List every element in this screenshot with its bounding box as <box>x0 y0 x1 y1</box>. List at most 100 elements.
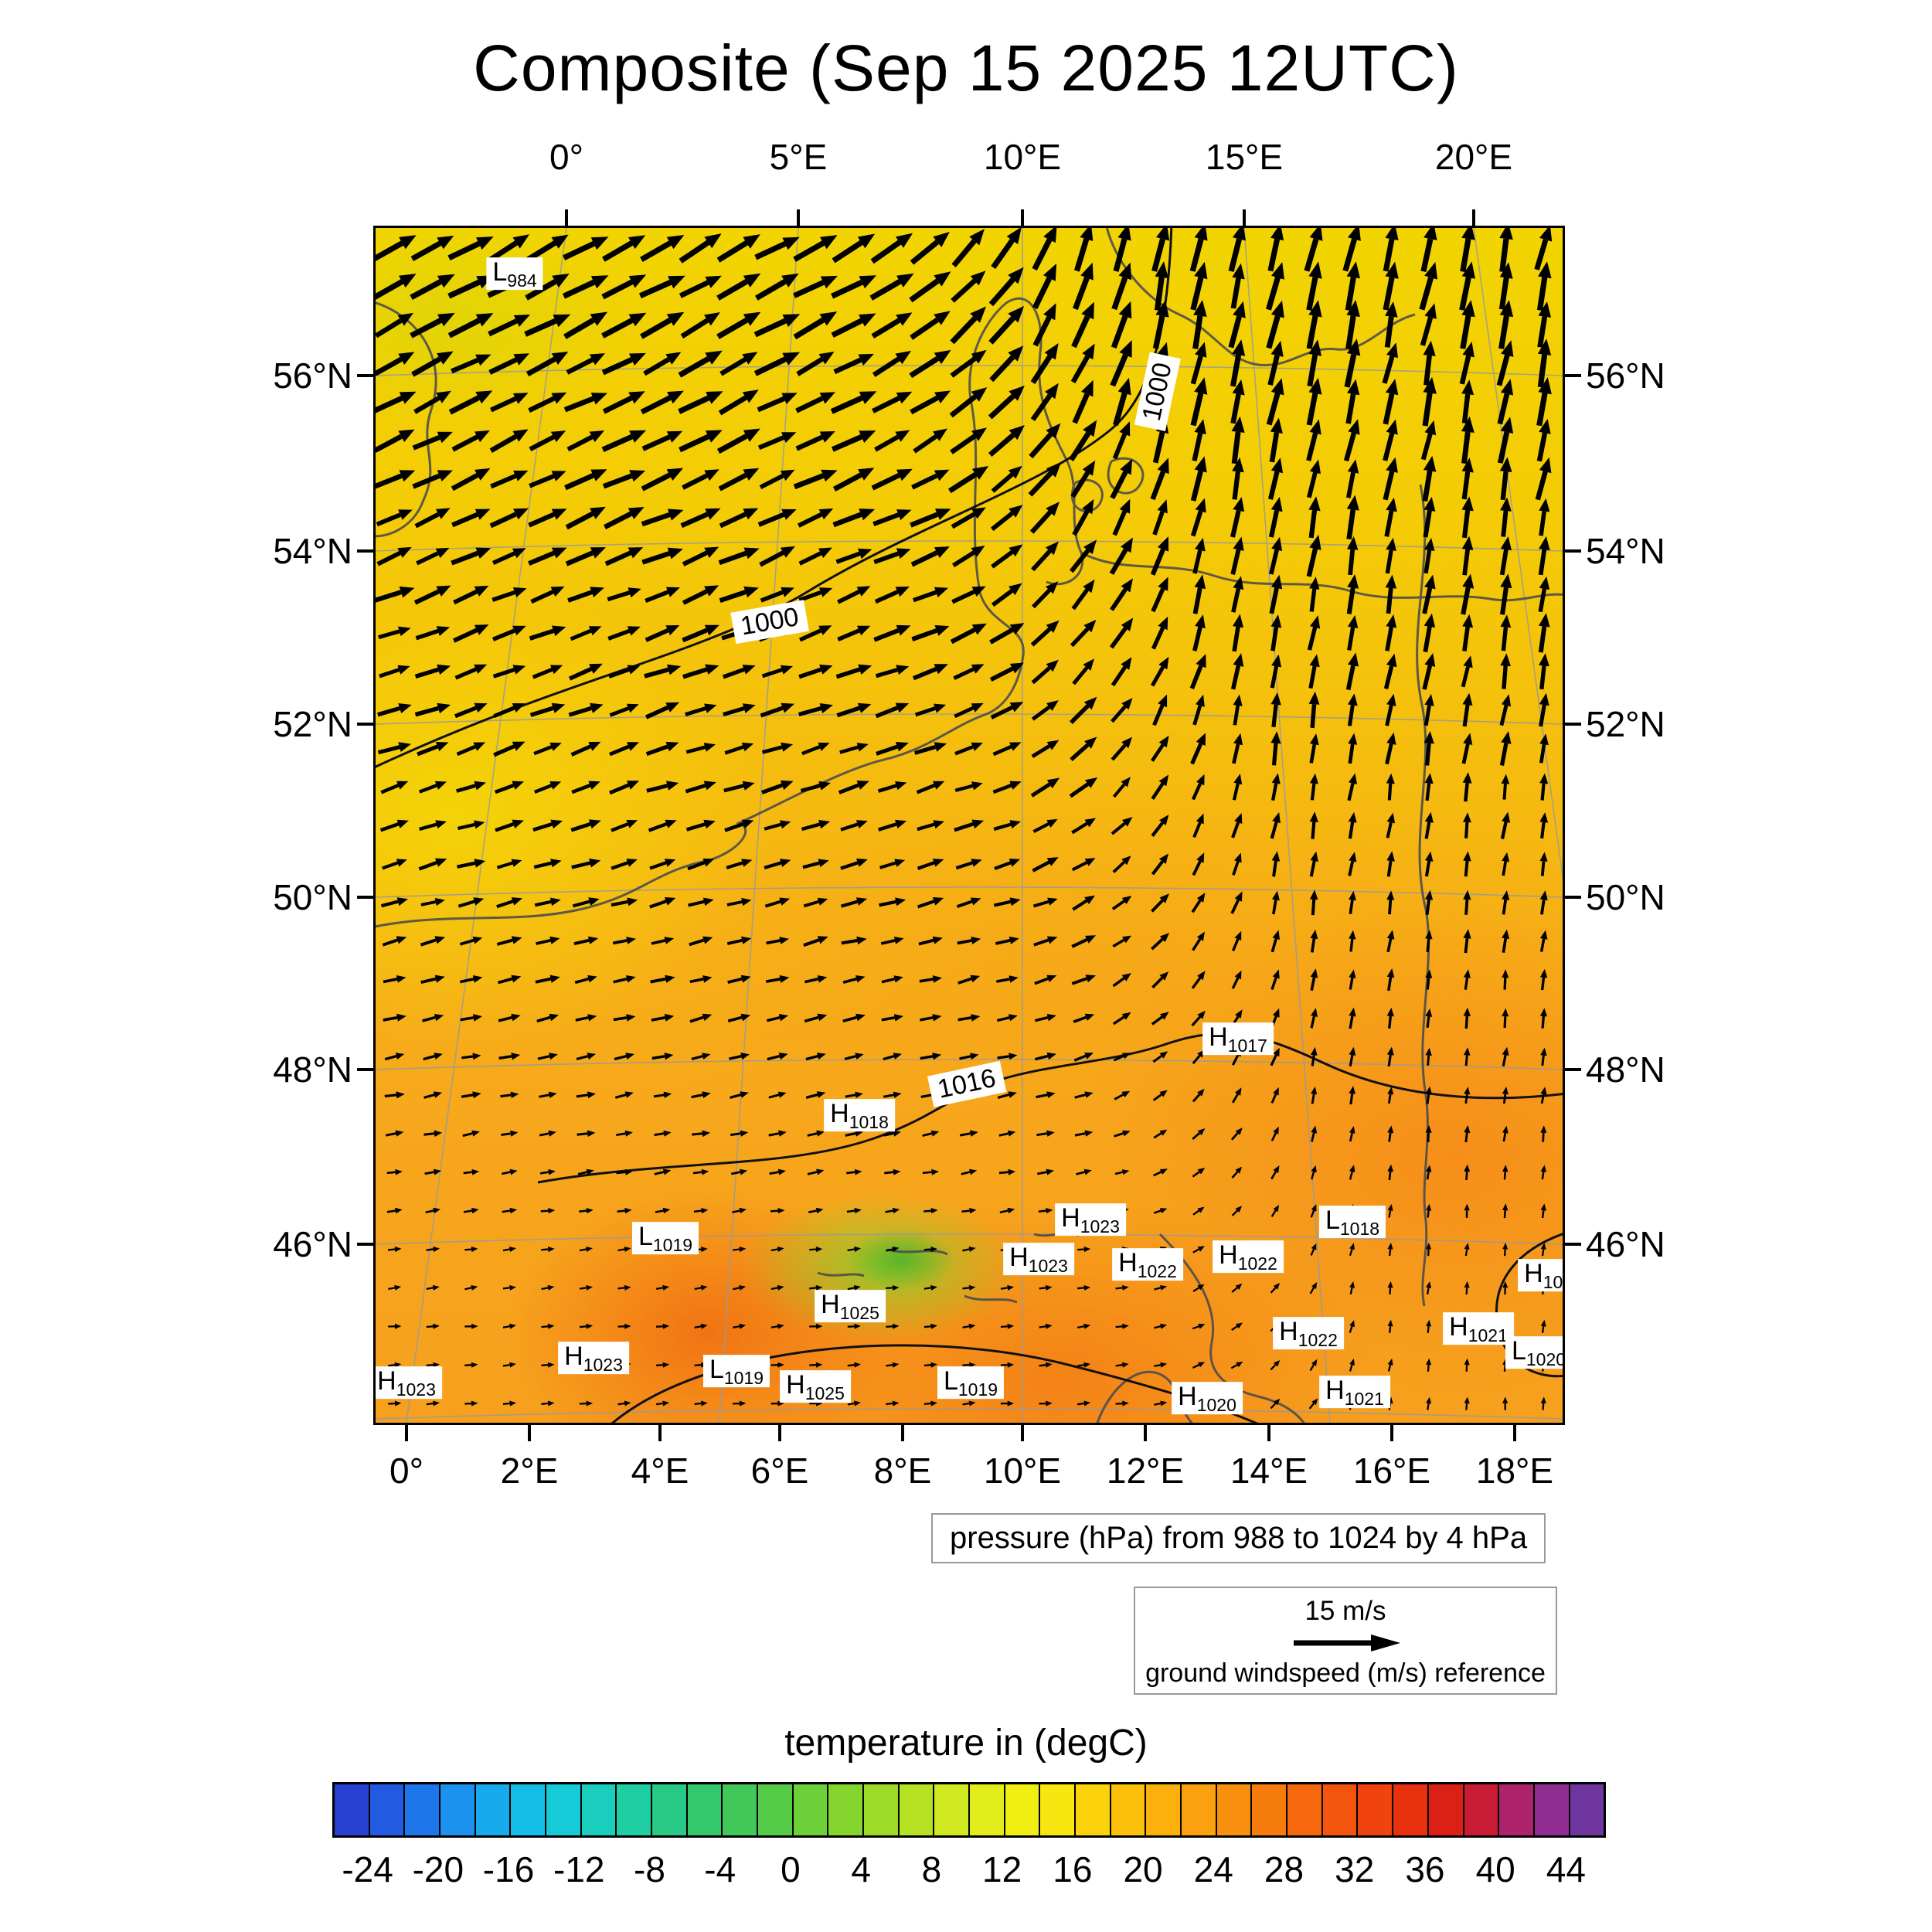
colorbar-segment <box>652 1784 688 1835</box>
map-plot-area: L984 H1017 H1018 H1023 H1023 H1022 H1022 L1018 L… <box>373 226 1565 1425</box>
colorbar-title: temperature in (degC) <box>784 1723 1148 1764</box>
pressure-center-label: H1023 <box>1003 1243 1074 1275</box>
axis-tick-top <box>1243 209 1246 228</box>
axis-tick-top <box>1472 209 1475 228</box>
pressure-label-layer: L984 H1017 H1018 H1023 H1023 H1022 H1022 L1018 L… <box>376 228 1563 1423</box>
colorbar-tick-label: 16 <box>1053 1849 1093 1889</box>
axis-tick-label-right: 46°N <box>1586 1224 1665 1264</box>
wind-reference-caption: ground windspeed (m/s) reference <box>1145 1658 1546 1688</box>
colorbar-segment <box>405 1784 441 1835</box>
colorbar-segment <box>1287 1784 1323 1835</box>
colorbar-segment <box>1005 1784 1041 1835</box>
axis-tick-label-bottom: 10°E <box>983 1451 1062 1491</box>
colorbar-segment <box>934 1784 971 1835</box>
axis-tick-label-bottom: 0° <box>389 1451 423 1491</box>
pressure-center-label: H1023 <box>1055 1203 1126 1236</box>
colorbar-segment <box>1570 1784 1604 1835</box>
colorbar-tick-label: 20 <box>1123 1849 1163 1889</box>
colorbar-segment <box>440 1784 476 1835</box>
colorbar-segment <box>1428 1784 1464 1835</box>
pressure-center-label: H1022 <box>1112 1248 1183 1281</box>
axis-tick-right <box>1563 1243 1581 1246</box>
colorbar-tick-label: 28 <box>1264 1849 1304 1889</box>
colorbar-segment <box>511 1784 547 1835</box>
axis-tick-label-bottom: 12°E <box>1106 1451 1185 1491</box>
pressure-center-label: H1021 <box>1319 1376 1390 1408</box>
axis-tick-label-right: 48°N <box>1586 1049 1665 1090</box>
axis-tick-label-top: 10°E <box>983 137 1062 177</box>
colorbar-segment <box>1358 1784 1394 1835</box>
axis-tick-right <box>1563 723 1581 726</box>
pressure-center-label: L1020 <box>1505 1336 1563 1369</box>
pressure-center-label: H1020 <box>1172 1382 1243 1414</box>
pressure-center-label: H1025 <box>815 1290 886 1322</box>
colorbar-segment <box>546 1784 582 1835</box>
colorbar-segment <box>1252 1784 1288 1835</box>
axis-tick-label-top: 0° <box>549 137 583 177</box>
pressure-range-caption: pressure (hPa) from 988 to 1024 by 4 hPa <box>931 1513 1546 1563</box>
wind-reference-legend: 15 m/s ground windspeed (m/s) reference <box>1134 1587 1557 1695</box>
axis-tick-label-right: 50°N <box>1586 877 1665 917</box>
colorbar-tick-label: 12 <box>982 1849 1022 1889</box>
colorbar-tick-label: -16 <box>482 1849 535 1889</box>
pressure-center-label: H1017 <box>1202 1022 1274 1055</box>
colorbar-segment <box>1464 1784 1500 1835</box>
axis-tick-label-left: 52°N <box>273 704 352 744</box>
colorbar-segment <box>864 1784 900 1835</box>
colorbar-tick-label: -12 <box>553 1849 605 1889</box>
axis-tick-label-top: 20°E <box>1434 137 1513 177</box>
colorbar-tick-label: -20 <box>412 1849 464 1889</box>
colorbar-tick-label: 40 <box>1475 1849 1515 1889</box>
axis-tick-bottom <box>1390 1423 1393 1441</box>
colorbar-segment <box>335 1784 370 1835</box>
colorbar-segment <box>1182 1784 1217 1835</box>
axis-tick-top <box>797 209 800 228</box>
pressure-center-label: H1023 <box>376 1366 442 1399</box>
colorbar-segment <box>1499 1784 1535 1835</box>
colorbar-segment <box>1146 1784 1182 1835</box>
contour-value-label: 1000 <box>1134 352 1182 432</box>
colorbar-tick-label: -8 <box>634 1849 665 1889</box>
temperature-colorbar <box>332 1782 1606 1838</box>
colorbar-segment <box>793 1784 829 1835</box>
colorbar-tick-label: -4 <box>704 1849 736 1889</box>
axis-tick-left <box>357 549 376 553</box>
pressure-center-label: H1021 <box>1518 1259 1563 1291</box>
map-graphics-layer <box>376 228 1563 1423</box>
axis-tick-label-bottom: 16°E <box>1352 1451 1431 1491</box>
colorbar-segment <box>1393 1784 1429 1835</box>
pressure-center-label: H1023 <box>558 1342 629 1374</box>
axis-tick-label-left: 54°N <box>273 531 352 571</box>
colorbar-segment <box>369 1784 406 1835</box>
axis-tick-bottom <box>1513 1423 1516 1441</box>
axis-tick-top <box>1021 209 1024 228</box>
colorbar-segment <box>1111 1784 1147 1835</box>
axis-tick-label-bottom: 14°E <box>1230 1451 1308 1491</box>
axis-tick-label-left: 48°N <box>273 1049 352 1090</box>
colorbar-segment <box>970 1784 1005 1835</box>
axis-tick-bottom <box>405 1423 408 1441</box>
colorbar-tick-label: 4 <box>851 1849 871 1889</box>
colorbar-tick-label: 44 <box>1546 1849 1586 1889</box>
axis-tick-right <box>1563 896 1581 899</box>
colorbar-segment <box>617 1784 653 1835</box>
colorbar-segment <box>687 1784 723 1835</box>
colorbar-segment <box>475 1784 512 1835</box>
axis-tick-right <box>1563 1068 1581 1071</box>
axis-tick-left <box>357 374 376 377</box>
pressure-center-label: H1025 <box>780 1370 851 1403</box>
axis-tick-bottom <box>658 1423 662 1441</box>
axis-tick-label-right: 52°N <box>1586 704 1665 744</box>
colorbar-tick-label: 36 <box>1405 1849 1445 1889</box>
axis-tick-label-bottom: 6°E <box>750 1451 809 1491</box>
axis-tick-left <box>357 1243 376 1246</box>
colorbar-tick-label: -24 <box>342 1849 393 1889</box>
axis-tick-bottom <box>1144 1423 1147 1441</box>
colorbar-segment <box>899 1784 935 1835</box>
wind-reference-speed: 15 m/s <box>1304 1596 1386 1626</box>
axis-tick-label-top: 5°E <box>769 137 828 177</box>
pressure-center-label: L1019 <box>937 1366 1005 1399</box>
axis-tick-label-left: 50°N <box>273 877 352 917</box>
colorbar-tick-labels: -24 -20 -16 -12 -8 -4 0 4 8 12 16 20 24 28 32 36 40 44 <box>332 1849 1601 1895</box>
axis-tick-label-bottom: 8°E <box>873 1451 932 1491</box>
